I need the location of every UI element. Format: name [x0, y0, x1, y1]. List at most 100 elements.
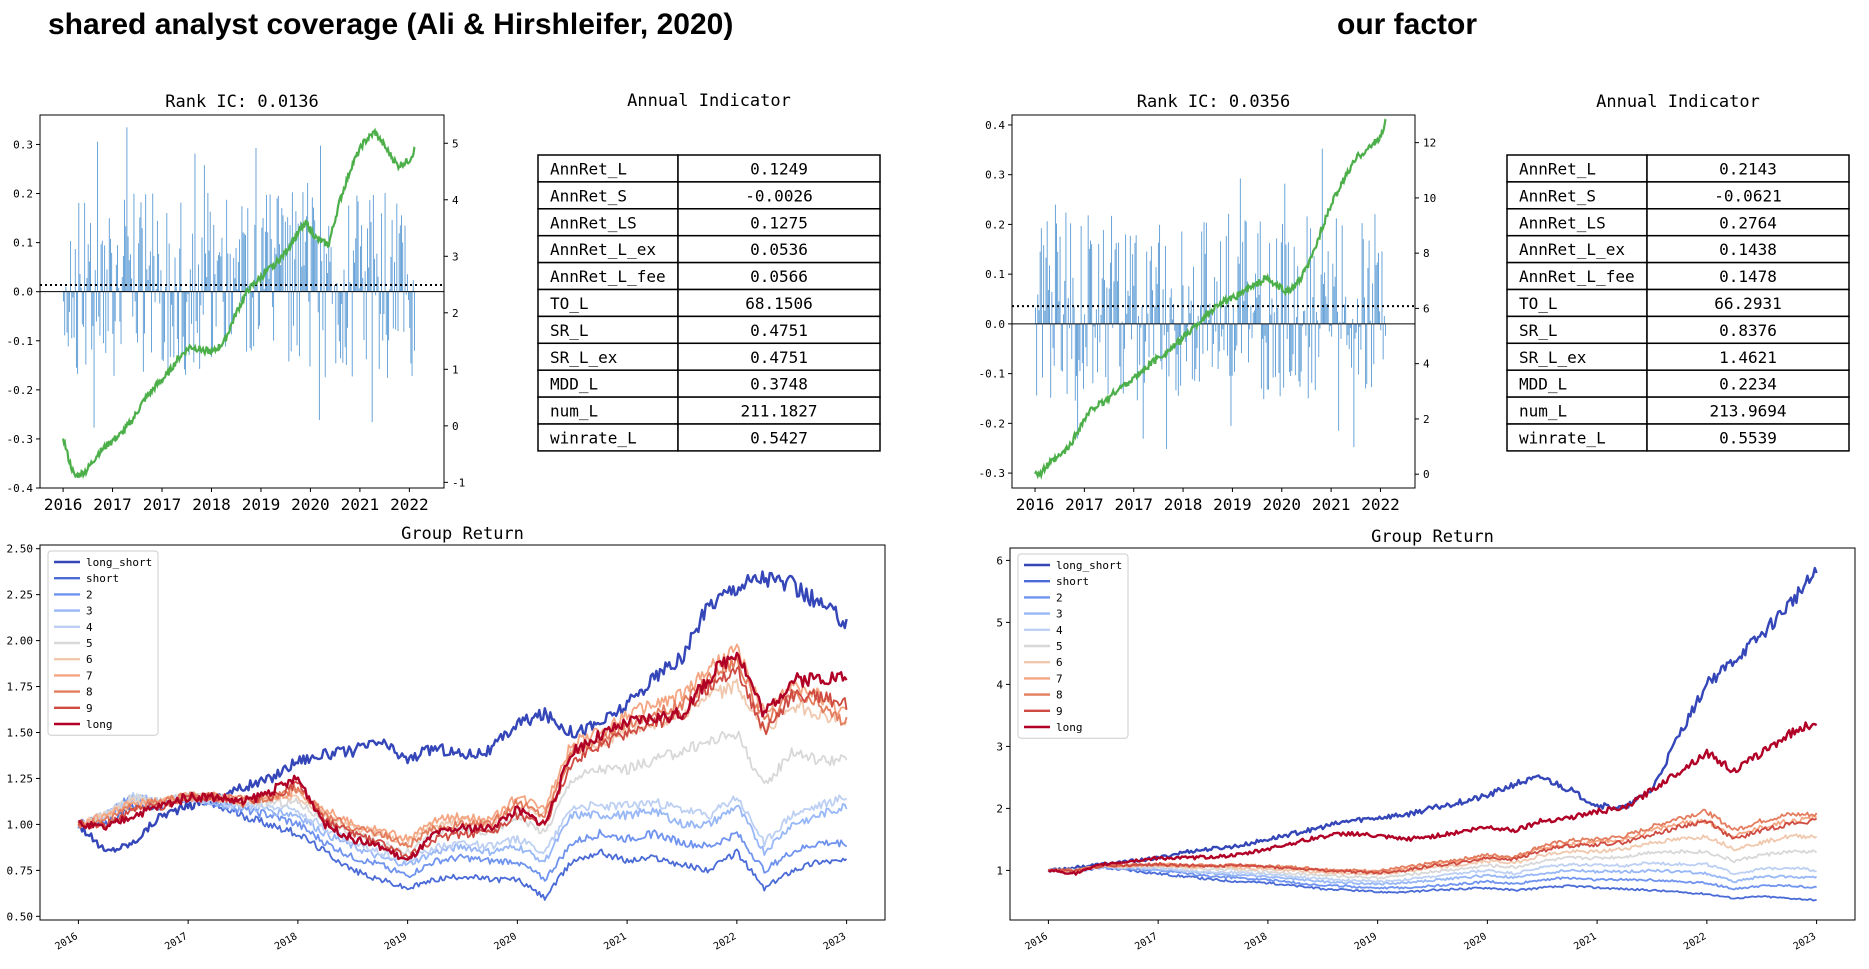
ic-bar	[325, 253, 327, 292]
ic-bar	[119, 291, 121, 322]
ic-bar	[289, 225, 291, 292]
ic-bar	[1039, 251, 1041, 324]
group-line-long	[1048, 721, 1818, 876]
ic-bar	[1073, 306, 1075, 324]
ic-bar	[331, 291, 333, 305]
ic-bar	[1169, 297, 1171, 324]
indicator-name: AnnRet_LS	[550, 213, 637, 232]
ic-bar	[1188, 286, 1190, 324]
ic-bar	[296, 291, 298, 346]
ic-right-tick-label: 8	[1423, 247, 1430, 260]
legend-label: long_short	[1056, 559, 1122, 572]
group-line-long-short	[1047, 566, 1818, 873]
ic-bar	[310, 233, 312, 292]
ic-bar	[84, 202, 86, 292]
ic-bar	[230, 291, 232, 335]
ic-bar	[1365, 323, 1367, 389]
ic-bar	[1160, 323, 1162, 362]
indicator-name: SR_L_ex	[550, 348, 618, 367]
ic-bar	[338, 291, 340, 342]
ic-bar	[1038, 310, 1040, 324]
indicator-name: AnnRet_L_fee	[1519, 267, 1635, 286]
ic-bar	[1262, 323, 1264, 339]
ic-bar	[1139, 323, 1141, 365]
indicator-name: AnnRet_LS	[1519, 213, 1606, 232]
ic-left-tick-label: -0.3	[7, 433, 34, 446]
indicator-value-cell	[677, 315, 881, 345]
ic-bar	[308, 291, 310, 302]
ic-bar	[324, 291, 326, 378]
ic-bar	[145, 194, 147, 292]
indicator-name: SR_L	[550, 321, 589, 340]
ic-bar	[1318, 323, 1320, 358]
group-y-tick-label: 1.00	[7, 818, 34, 831]
ic-bar	[1174, 323, 1176, 331]
ic-bar	[386, 291, 388, 378]
ic-bar	[1258, 294, 1260, 324]
ic-bar	[1282, 223, 1283, 324]
ic-bar	[1126, 313, 1128, 324]
group-y-tick-label: 2.00	[7, 635, 34, 648]
ic-bar	[1088, 248, 1090, 324]
group-x-tick-label: 2016	[1024, 931, 1050, 953]
ic-bar	[1328, 323, 1330, 332]
legend-label: 6	[1056, 656, 1063, 669]
panel-left: Rank IC: 0.0136 -0.4 -0.3 -0.2 -0.1 0.0 0.1 0.2…	[7, 91, 886, 953]
ic-bar	[1054, 204, 1056, 324]
ic-bar	[370, 222, 372, 292]
ic-bar	[1119, 323, 1121, 367]
ic-bar	[1087, 215, 1089, 324]
ic-bar	[295, 211, 297, 292]
ic-bar	[1161, 323, 1163, 370]
ic-bar	[1303, 311, 1305, 324]
legend-box	[47, 550, 159, 736]
ic-bar	[198, 264, 199, 292]
ic-bar	[229, 253, 231, 292]
ic-bar	[1204, 253, 1206, 324]
indicator-name-cell	[1506, 396, 1648, 425]
ic-bar	[1375, 265, 1377, 324]
ic-bar	[110, 238, 111, 292]
ic-bar	[1278, 323, 1280, 374]
ic-bar	[1190, 300, 1192, 324]
indicator-value-cell	[677, 208, 881, 237]
ic-bar	[190, 291, 192, 324]
indicator-value-cell	[677, 154, 881, 183]
ic-bar	[118, 287, 120, 292]
ic-bar	[1042, 323, 1043, 378]
legend-label: 2	[86, 588, 93, 601]
ic-bar	[1092, 323, 1094, 384]
ic-bar	[73, 291, 75, 338]
ic-bar	[1297, 266, 1299, 324]
ic-bar	[1077, 323, 1079, 439]
ic-bar	[227, 253, 229, 292]
ic-bar	[1179, 323, 1180, 337]
ic-bar	[122, 256, 124, 292]
ic-bar	[1359, 323, 1361, 328]
ic-bar	[351, 291, 353, 377]
indicator-value: 0.5427	[750, 428, 808, 447]
ic-bar	[1267, 323, 1269, 390]
ic-bar	[1115, 243, 1117, 324]
ic-bar	[75, 291, 77, 368]
group-x-tick-label: 2023	[1792, 931, 1818, 953]
ic-bar	[355, 238, 357, 292]
ic-left-tick-label: -0.2	[979, 417, 1006, 430]
legend-label: 3	[86, 605, 93, 618]
ic-right-axis: -1 0 1 2 3 4 5	[444, 137, 465, 489]
ic-bar	[1229, 323, 1231, 376]
ic-x-tick-label: 2020	[291, 495, 330, 514]
ic-bar	[149, 251, 151, 292]
ic-bar	[1036, 323, 1038, 396]
ic-bar	[83, 291, 84, 327]
indicator-name-cell	[537, 288, 679, 318]
indicator-name: num_L	[550, 402, 598, 421]
ic-bar	[257, 291, 259, 330]
indicator-value: 0.5539	[1719, 428, 1777, 447]
ic-bar	[1275, 323, 1276, 377]
ic-bar	[160, 270, 162, 292]
ic-bar	[404, 225, 406, 292]
ic-bar	[137, 291, 138, 343]
ic-bar	[165, 286, 167, 292]
